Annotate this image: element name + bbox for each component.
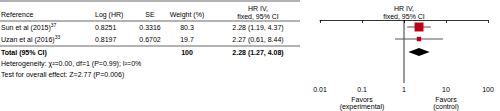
svg-text:33: 33 xyxy=(55,34,61,40)
svg-text:Uzan et al (2016): Uzan et al (2016) xyxy=(1,36,55,44)
svg-text:10: 10 xyxy=(442,86,450,93)
svg-text:fixed, 95% CI: fixed, 95% CI xyxy=(237,13,279,20)
svg-text:(experimental): (experimental) xyxy=(340,103,385,111)
svg-text:Heterogeneity: χ²=0.00, df=1 (: Heterogeneity: χ²=0.00, df=1 (P=0.99); I… xyxy=(1,60,141,68)
svg-text:0.3316: 0.3316 xyxy=(139,24,161,31)
svg-text:0.8251: 0.8251 xyxy=(95,24,117,31)
svg-text:Favors: Favors xyxy=(351,96,373,103)
svg-text:Total (95% CI): Total (95% CI) xyxy=(1,49,47,57)
svg-text:1: 1 xyxy=(402,86,406,93)
svg-text:80.3: 80.3 xyxy=(180,24,194,31)
svg-text:0.8197: 0.8197 xyxy=(95,36,117,43)
svg-text:HR IV,: HR IV, xyxy=(394,5,414,12)
svg-text:37: 37 xyxy=(51,22,57,28)
svg-text:2.28 (1.27, 4.08): 2.28 (1.27, 4.08) xyxy=(232,49,283,57)
svg-text:100: 100 xyxy=(482,86,494,93)
svg-text:Test for overall effect: Z=2.7: Test for overall effect: Z=2.77 (P=0.006… xyxy=(1,71,124,79)
svg-text:19.7: 19.7 xyxy=(180,36,194,43)
svg-text:2.28 (1.19, 4.37): 2.28 (1.19, 4.37) xyxy=(232,24,283,32)
svg-text:0.1: 0.1 xyxy=(357,86,367,93)
svg-text:Weight (%): Weight (%) xyxy=(170,11,205,19)
svg-text:Log (HR): Log (HR) xyxy=(95,11,123,19)
svg-text:0.01: 0.01 xyxy=(313,86,327,93)
svg-text:HR IV,: HR IV, xyxy=(248,5,268,12)
svg-text:Sun et al (2015): Sun et al (2015) xyxy=(1,24,51,32)
svg-text:2.27 (0.61, 8.44): 2.27 (0.61, 8.44) xyxy=(232,36,283,44)
svg-text:fixed, 95% CI: fixed, 95% CI xyxy=(383,13,425,20)
svg-text:Favors: Favors xyxy=(435,96,457,103)
svg-text:Reference: Reference xyxy=(1,11,33,18)
svg-text:(control): (control) xyxy=(433,103,459,111)
svg-text:100: 100 xyxy=(181,49,193,56)
svg-text:0.6702: 0.6702 xyxy=(139,36,161,43)
svg-text:SE: SE xyxy=(145,11,155,18)
